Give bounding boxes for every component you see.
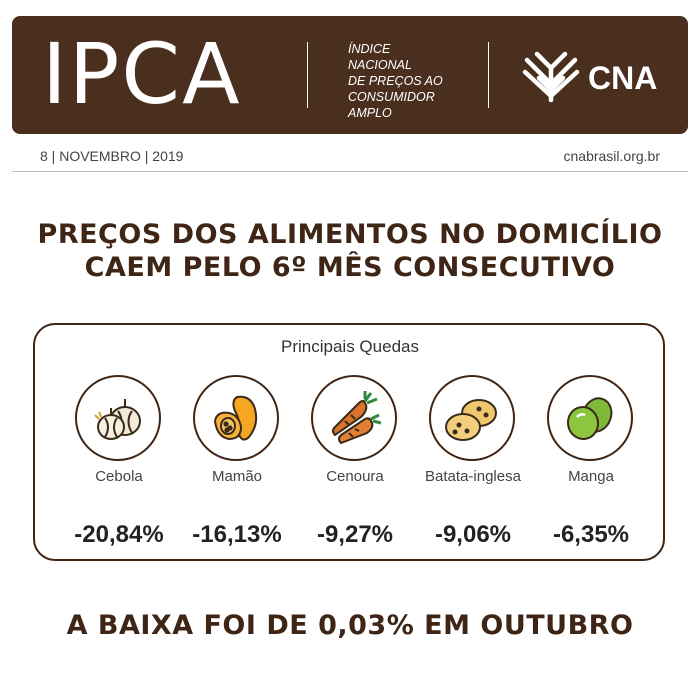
footer-summary: A BAIXA FOI DE 0,03% EM OUTUBRO <box>66 610 634 641</box>
header-banner: IPCA ÍNDICE NACIONAL DE PREÇOS AO CONSUM… <box>12 16 688 134</box>
food-icon-frame <box>311 375 397 461</box>
mango-icon <box>566 397 613 440</box>
header-subtitle: ÍNDICE NACIONAL DE PREÇOS AO CONSUMIDOR … <box>348 41 443 121</box>
food-icon-frame <box>193 375 279 461</box>
website-link[interactable]: cnabrasil.org.br <box>563 148 661 164</box>
food-name: Manga <box>568 468 614 485</box>
food-icon-frame <box>547 375 633 461</box>
food-icon-frame <box>429 375 515 461</box>
onion-icon <box>94 399 141 440</box>
potato-icon <box>445 399 497 441</box>
main-declines-panel <box>33 323 665 561</box>
header-subtitle-line: ÍNDICE <box>348 42 391 56</box>
header-divider-right <box>488 42 489 108</box>
carrot-icon <box>332 391 382 445</box>
food-change-value: -6,35% <box>552 521 630 548</box>
headline: PREÇOS DOS ALIMENTOS NO DOMICÍLIO CAEM P… <box>0 218 700 284</box>
cna-brand-text: CNA <box>588 60 658 96</box>
header-subtitle-line: CONSUMIDOR <box>348 90 435 104</box>
header-subtitle-line: AMPLO <box>348 106 392 120</box>
food-change-value: -9,06% <box>434 521 512 548</box>
papaya-icon <box>213 395 258 441</box>
food-change-value: -20,84% <box>74 521 164 548</box>
food-change-value: -9,27% <box>316 521 394 548</box>
food-name: Cebola <box>95 468 143 485</box>
food-icon-frame <box>75 375 161 461</box>
food-change-value: -16,13% <box>192 521 282 548</box>
food-name: Batata-inglesa <box>425 468 521 485</box>
header-title: IPCA <box>42 25 242 123</box>
food-name: Mamão <box>211 468 263 485</box>
meta-divider <box>12 171 688 172</box>
header-subtitle-line: NACIONAL <box>348 58 412 72</box>
header-subtitle-line: DE PREÇOS AO <box>348 74 443 88</box>
headline-line: CAEM PELO 6º MÊS CONSECUTIVO <box>84 252 616 283</box>
cna-logo-icon <box>522 51 580 103</box>
panel-title: Principais Quedas <box>281 337 419 356</box>
headline-line: PREÇOS DOS ALIMENTOS NO DOMICÍLIO <box>37 219 663 250</box>
publication-date: 8 | NOVEMBRO | 2019 <box>40 148 184 164</box>
food-name: Cenoura <box>326 468 384 485</box>
header-divider-left <box>307 42 308 108</box>
